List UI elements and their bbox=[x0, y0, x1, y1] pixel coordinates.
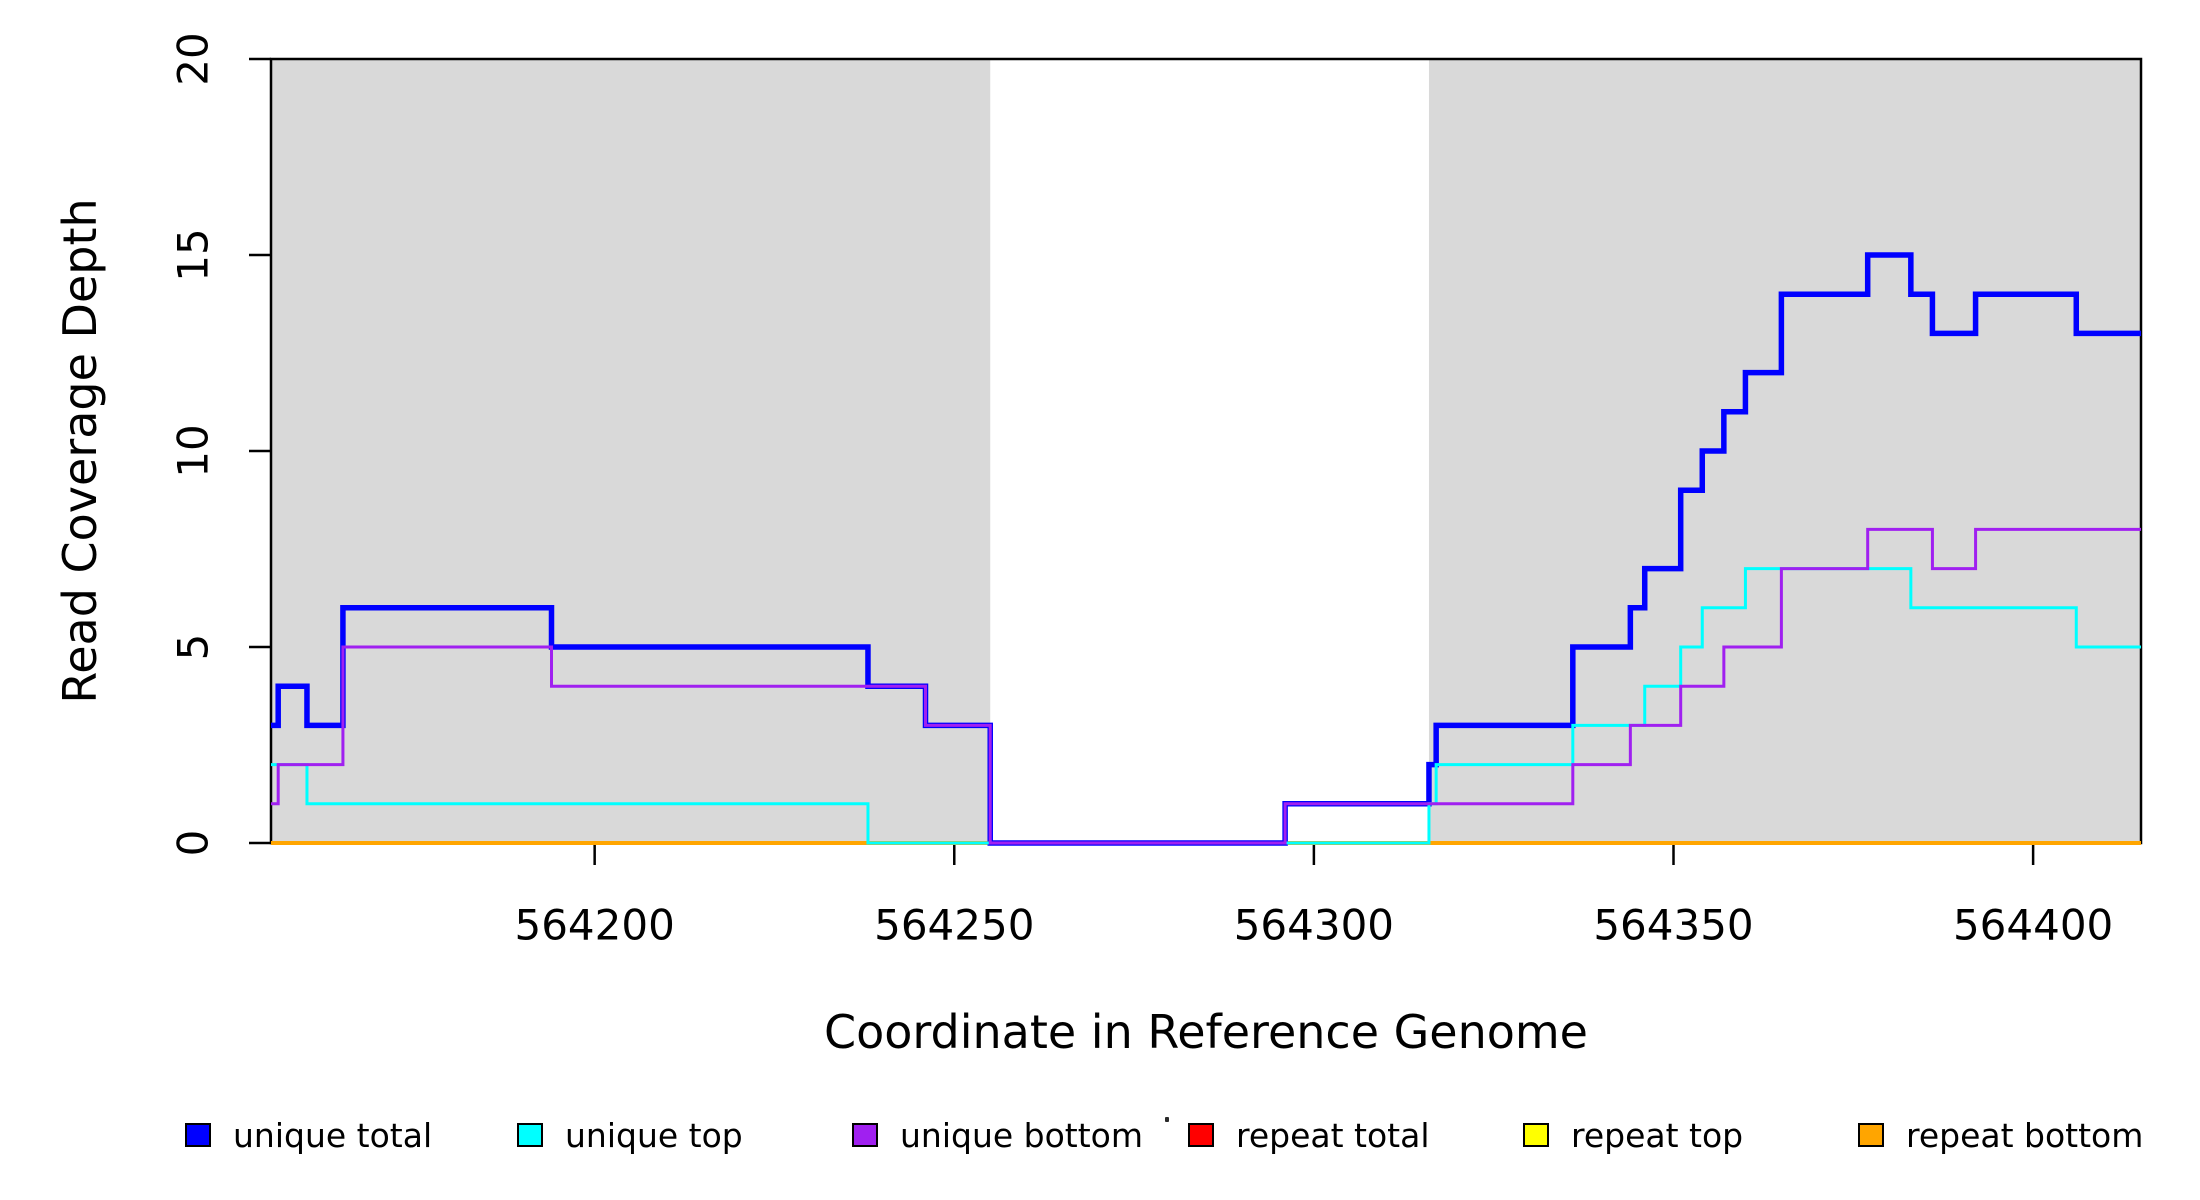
x-tick-label: 564250 bbox=[874, 900, 1035, 950]
legend-item-unique-total: unique total bbox=[185, 1116, 432, 1155]
repeat-bottom-swatch bbox=[1858, 1123, 1884, 1147]
unique-bottom-swatch bbox=[852, 1123, 878, 1147]
legend-label: unique top bbox=[565, 1115, 743, 1155]
x-tick-label: 564350 bbox=[1593, 900, 1754, 950]
y-axis-title: Read Coverage Depth bbox=[53, 198, 107, 704]
y-tick-label: 20 bbox=[168, 32, 218, 86]
legend-label: unique bottom bbox=[900, 1115, 1144, 1155]
y-tick-label: 15 bbox=[168, 228, 218, 282]
y-tick-label: 10 bbox=[168, 424, 218, 478]
legend-item-repeat-total: repeat total bbox=[1188, 1116, 1430, 1155]
legend-label: repeat total bbox=[1236, 1115, 1430, 1155]
unique-total-swatch bbox=[185, 1123, 211, 1147]
legend-item-unique-bottom: unique bottom bbox=[852, 1116, 1143, 1155]
unique-top-swatch bbox=[517, 1123, 543, 1147]
repeat-top-swatch bbox=[1523, 1123, 1549, 1147]
y-tick-label: 5 bbox=[168, 633, 218, 661]
legend-item-repeat-top: repeat top bbox=[1523, 1116, 1743, 1155]
legend-label: repeat bottom bbox=[1906, 1115, 2144, 1155]
x-tick-label: 564300 bbox=[1233, 900, 1395, 950]
y-tick-label: 0 bbox=[168, 829, 218, 857]
repeat-total-swatch bbox=[1188, 1123, 1214, 1147]
legend-label: unique total bbox=[233, 1115, 433, 1155]
x-tick-label: 564200 bbox=[514, 900, 675, 950]
x-axis-title: Coordinate in Reference Genome bbox=[824, 1005, 1588, 1059]
legend-label: repeat top bbox=[1571, 1115, 1744, 1155]
legend-item-repeat-bottom: repeat bottom bbox=[1858, 1116, 2143, 1155]
legend-item-unique-top: unique top bbox=[517, 1116, 743, 1155]
stray-mark bbox=[1165, 1117, 1169, 1122]
x-tick-label: 564400 bbox=[1952, 900, 2114, 950]
